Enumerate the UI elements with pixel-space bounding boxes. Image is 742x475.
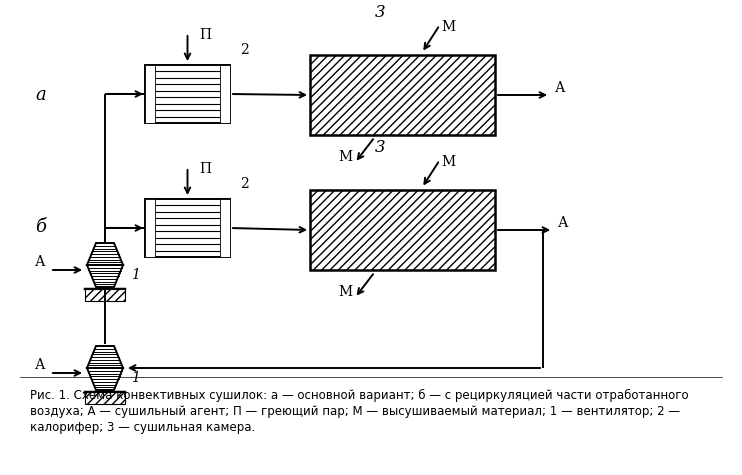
Text: П: П [200,162,211,176]
Text: А: А [558,216,568,230]
Text: А: А [555,81,565,95]
Text: воздуха; А — сушильный агент; П — греющий пар; М — высушиваемый материал; 1 — ве: воздуха; А — сушильный агент; П — греющи… [30,405,680,418]
Text: А: А [34,358,45,372]
Polygon shape [87,346,123,368]
Text: 3: 3 [375,139,386,156]
Text: 3: 3 [375,4,386,21]
Text: М: М [441,155,456,169]
Text: 1: 1 [131,268,140,282]
Bar [145,65,155,123]
Bar [145,199,155,257]
Bar [220,65,230,123]
Text: калорифер; 3 — сушильная камера.: калорифер; 3 — сушильная камера. [30,421,255,434]
Polygon shape [87,368,123,390]
Text: Рис. 1. Схема конвективных сушилок: а — основной вариант; б — с рециркуляцией ча: Рис. 1. Схема конвективных сушилок: а — … [30,389,689,402]
Bar [145,65,230,123]
Text: а: а [35,86,46,104]
Text: П: П [200,28,211,42]
Text: А: А [34,255,45,269]
Text: 2: 2 [240,43,249,57]
Bar [220,199,230,257]
Text: М: М [338,285,352,299]
Polygon shape [85,392,125,404]
Polygon shape [87,243,123,265]
Bar [310,55,495,135]
Polygon shape [87,265,123,287]
Text: 2: 2 [240,177,249,191]
Polygon shape [85,289,125,301]
Bar [145,199,230,257]
Bar [310,190,495,270]
Text: М: М [441,20,456,34]
Text: б: б [35,218,46,236]
Text: 1: 1 [131,371,140,385]
Text: М: М [338,150,352,164]
